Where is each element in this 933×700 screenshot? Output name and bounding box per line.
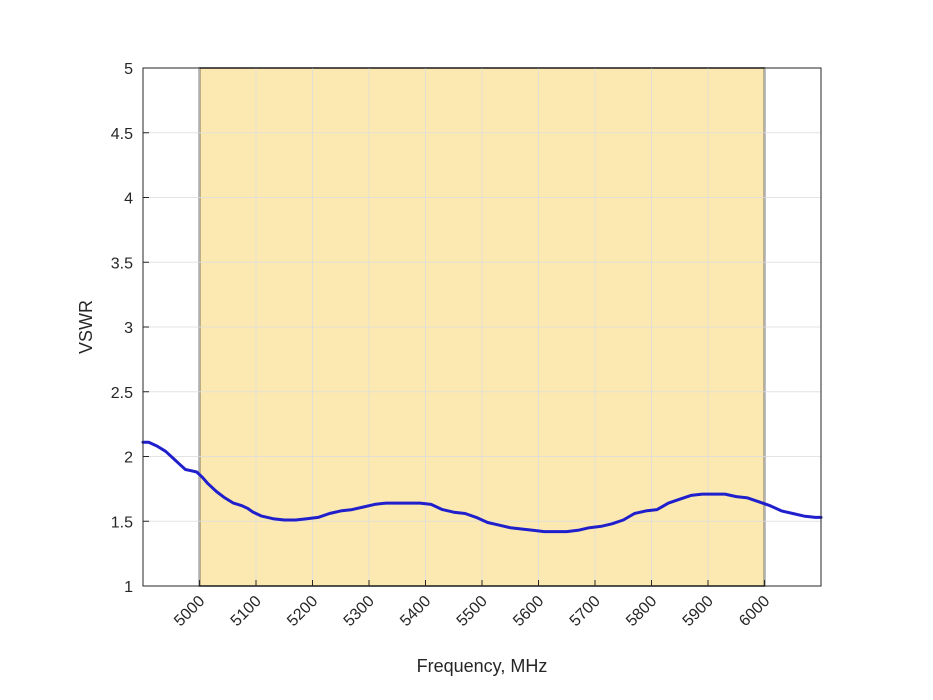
y-tick-label: 4 xyxy=(124,191,133,208)
y-tick-label: 2 xyxy=(124,450,133,467)
x-tick-label: 5100 xyxy=(228,593,265,630)
y-tick-label: 1.5 xyxy=(111,514,133,531)
x-tick-label: 6000 xyxy=(736,593,773,630)
x-tick-label: 5800 xyxy=(623,593,660,630)
x-tick-label: 5300 xyxy=(341,593,378,630)
series-layer xyxy=(141,440,823,534)
y-tick-label: 3.5 xyxy=(111,255,133,272)
grid xyxy=(143,67,821,587)
y-tick-label: 2.5 xyxy=(111,385,133,402)
y-tick-label: 4.5 xyxy=(111,126,133,143)
x-tick-label: 5500 xyxy=(454,593,491,630)
x-tick-label: 5400 xyxy=(397,593,434,630)
y-tick-label: 3 xyxy=(124,320,133,337)
y-tick-label: 1 xyxy=(124,579,133,596)
x-tick-label: 5200 xyxy=(284,593,321,630)
x-tick-label: 5700 xyxy=(567,593,604,630)
y-axis-label: VSWR xyxy=(76,300,96,354)
x-tick-label: 5600 xyxy=(510,593,547,630)
x-tick-label: 5900 xyxy=(680,593,717,630)
vswr-line xyxy=(141,440,823,534)
y-tick-label: 5 xyxy=(124,61,133,78)
x-axis-label: Frequency, MHz xyxy=(417,656,548,676)
x-tick-label: 5000 xyxy=(171,593,208,630)
